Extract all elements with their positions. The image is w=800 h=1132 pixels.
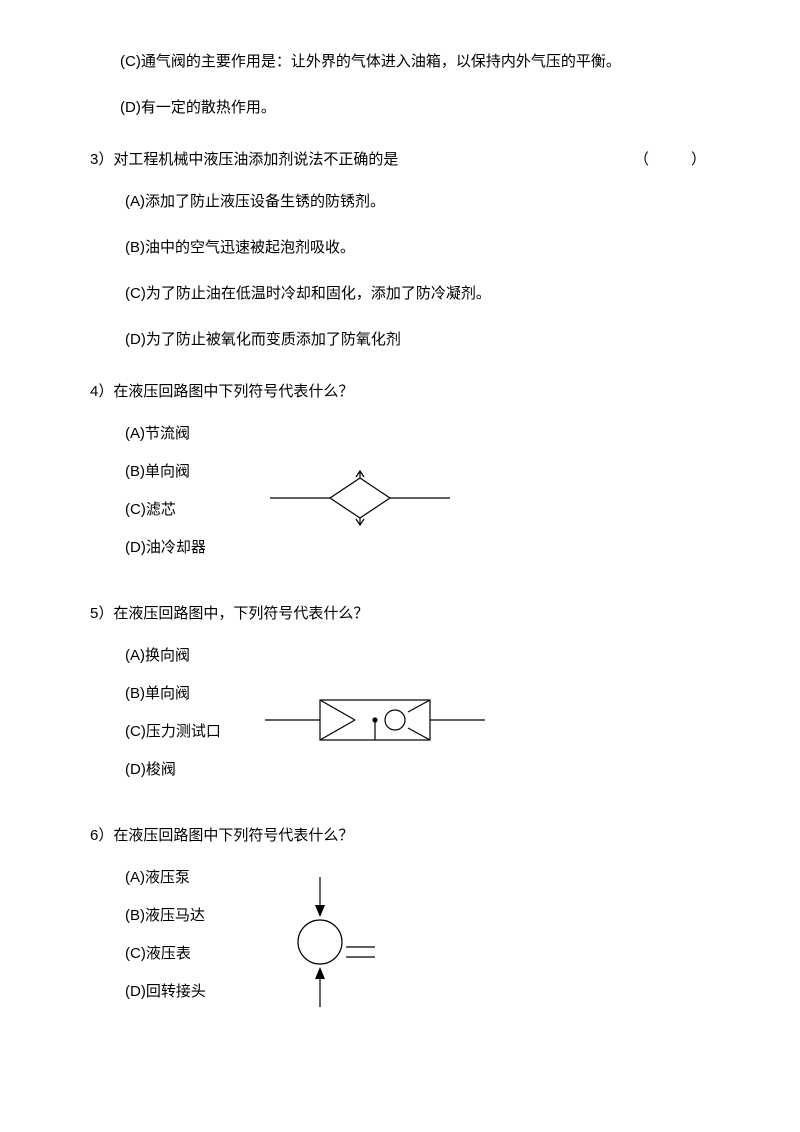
question-5: 5）在液压回路图中，下列符号代表什么？: [90, 602, 720, 626]
prev-option-d: (D)有一定的散热作用。: [120, 96, 720, 120]
q6-option-a: (A)液压泵: [125, 866, 260, 890]
q6-stem: 6）在液压回路图中下列符号代表什么？: [90, 827, 353, 844]
q4-option-c: (C)滤芯: [125, 498, 260, 522]
q5-symbol-shuttle-valve: [260, 690, 720, 750]
q4-option-b: (B)单向阀: [125, 460, 260, 484]
q3-option-c: (C)为了防止油在低温时冷却和固化，添加了防冷凝剂。: [125, 282, 720, 306]
q3-option-b: (B)油中的空气迅速被起泡剂吸收。: [125, 236, 720, 260]
question-4: 4）在液压回路图中下列符号代表什么？: [90, 380, 720, 404]
question-6: 6）在液压回路图中下列符号代表什么？: [90, 824, 720, 848]
filter-icon: [260, 463, 460, 533]
q3-option-d: (D)为了防止被氧化而变质添加了防氧化剂: [125, 328, 720, 352]
q5-option-d: (D)梭阀: [125, 758, 260, 782]
q4-option-d: (D)油冷却器: [125, 536, 260, 560]
q4-symbol-filter: [260, 463, 720, 533]
q3-answer-blank: （ ）: [634, 148, 710, 172]
q5-option-a: (A)换向阀: [125, 644, 260, 668]
q5-option-b: (B)单向阀: [125, 682, 260, 706]
q6-option-d: (D)回转接头: [125, 980, 260, 1004]
q4-option-a: (A)节流阀: [125, 422, 260, 446]
q3-stem: 3）对工程机械中液压油添加剂说法不正确的是: [90, 148, 634, 172]
q3-option-a: (A)添加了防止液压设备生锈的防锈剂。: [125, 190, 720, 214]
question-3: 3）对工程机械中液压油添加剂说法不正确的是 （ ）: [90, 148, 720, 172]
rotary-joint-icon: [260, 872, 400, 1012]
prev-option-c: (C)通气阀的主要作用是：让外界的气体进入油箱，以保持内外气压的平衡。: [120, 50, 720, 74]
q6-option-c: (C)液压表: [125, 942, 260, 966]
q5-stem: 5）在液压回路图中，下列符号代表什么？: [90, 605, 368, 622]
q5-option-c: (C)压力测试口: [125, 720, 260, 744]
shuttle-valve-icon: [260, 690, 490, 750]
page: (C)通气阀的主要作用是：让外界的气体进入油箱，以保持内外气压的平衡。 (D)有…: [0, 0, 800, 1068]
q4-stem: 4）在液压回路图中下列符号代表什么？: [90, 383, 353, 400]
q6-symbol-rotary-joint: [260, 872, 720, 1012]
q6-option-b: (B)液压马达: [125, 904, 260, 928]
